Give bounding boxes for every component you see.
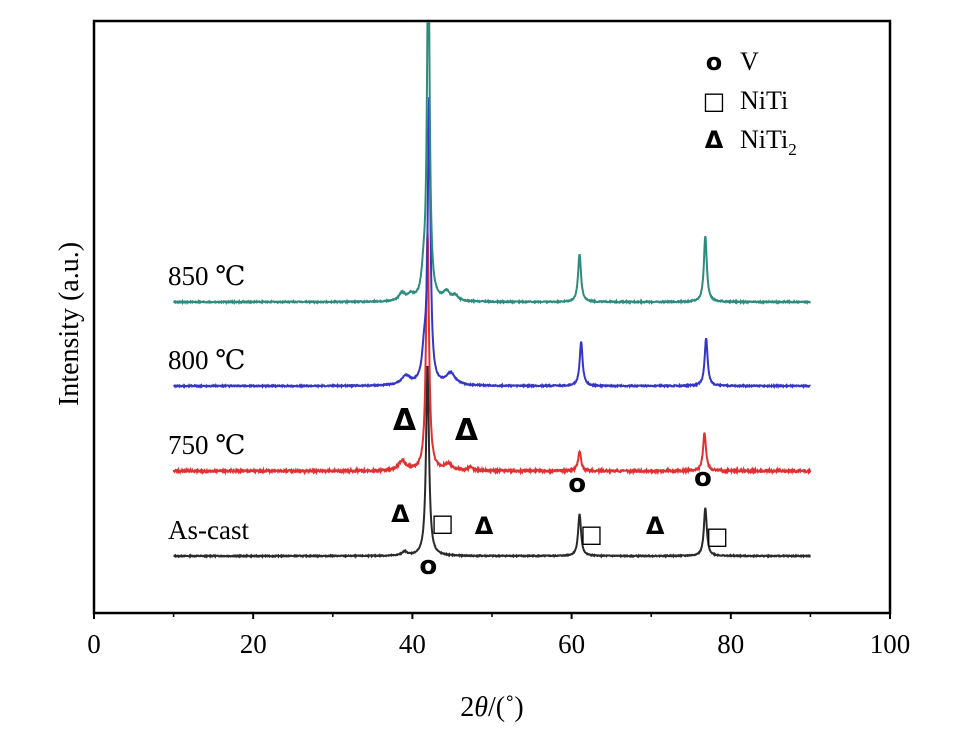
- phase-marker: Δ: [393, 403, 417, 438]
- series-line: [173, 22, 811, 306]
- legend: o V □ NiTi Δ NiTi2: [703, 47, 797, 159]
- x-axis-ticks: 0 20 40 60 80 100: [87, 613, 910, 659]
- phase-marker: o: [694, 463, 712, 493]
- series-line: [172, 231, 812, 476]
- x-axis-title-prefix: 2: [460, 692, 474, 723]
- series-label: 800 ℃: [168, 345, 245, 375]
- series-line: [173, 365, 811, 560]
- x-tick-label: 100: [870, 629, 911, 659]
- series-label: As-cast: [168, 515, 249, 545]
- series-label: 850 ℃: [168, 261, 245, 291]
- phase-marker: o: [419, 551, 437, 581]
- annotation-layer: Δ □oΔo□ Δo□Δ Δ: [391, 403, 728, 581]
- legend-subscript: 2: [788, 140, 797, 159]
- x-tick-label: 40: [399, 629, 426, 659]
- phase-marker: Δ: [391, 500, 410, 528]
- legend-label: NiTi: [740, 86, 788, 115]
- series-layer: As-cast 750 ℃ 800 ℃ 850 ℃: [168, 22, 812, 560]
- x-tick-label: 20: [240, 629, 267, 659]
- series-line: [173, 97, 811, 390]
- legend-symbol: o: [706, 48, 723, 76]
- series-label: 750 ℃: [168, 430, 245, 460]
- phase-marker: □: [580, 520, 603, 548]
- x-tick-label: 80: [717, 629, 744, 659]
- x-tick-label: 0: [87, 629, 101, 659]
- phase-marker: Δ: [475, 512, 494, 540]
- legend-label: NiTi2: [740, 125, 797, 159]
- y-axis-title: Intensity (a.u.): [54, 242, 85, 406]
- legend-symbol: □: [703, 87, 726, 115]
- legend-symbol: Δ: [705, 126, 724, 154]
- phase-marker: Δ: [455, 413, 479, 448]
- legend-label: V: [740, 47, 759, 76]
- phase-marker: Δ: [646, 512, 665, 540]
- phase-marker: o: [568, 469, 586, 499]
- phase-marker: □: [706, 522, 729, 550]
- x-tick-label: 60: [558, 629, 585, 659]
- phase-marker: □: [431, 509, 454, 537]
- x-axis-title: 2θ/(˚): [460, 692, 524, 723]
- x-axis-title-symbol: θ: [474, 692, 488, 723]
- x-axis-title-suffix: /(˚): [488, 692, 524, 723]
